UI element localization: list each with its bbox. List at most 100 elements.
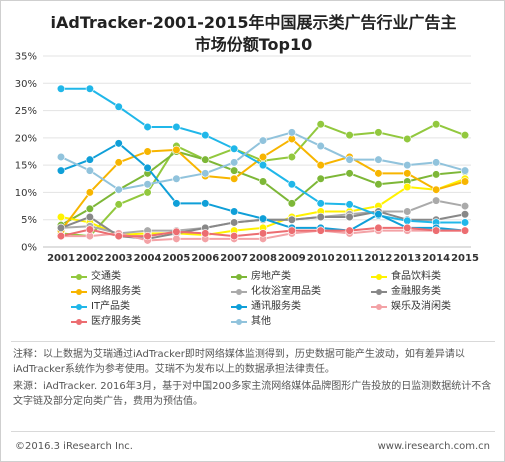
- data-point: [258, 161, 268, 170]
- data-point: [56, 84, 66, 93]
- data-point: [432, 196, 441, 205]
- data-point: [403, 216, 412, 225]
- data-point: [143, 231, 152, 241]
- x-tick-label: 2006: [191, 253, 219, 264]
- data-point: [287, 226, 296, 235]
- legend-label: 网络服务类: [91, 286, 141, 297]
- x-tick-label: 2013: [393, 253, 421, 264]
- data-point: [287, 128, 296, 137]
- legend-label: 通讯服务类: [251, 301, 301, 312]
- legend-label: 交通类: [91, 271, 121, 282]
- data-point: [374, 180, 383, 189]
- data-point: [316, 212, 325, 222]
- data-point: [230, 231, 239, 241]
- data-point: [287, 152, 296, 162]
- legend-label: 娱乐及消闲类: [391, 301, 451, 312]
- data-point: [403, 161, 412, 170]
- chart-title-line-1: iAdTracker-2001-2015年中国展示类广告行业广告主: [50, 13, 457, 32]
- data-point: [172, 174, 181, 183]
- y-tick-label: 30%: [15, 79, 37, 90]
- x-tick-label: 2014: [422, 253, 450, 264]
- x-tick-label: 2008: [249, 253, 277, 264]
- footer-copyright: ©2016.3 iResearch Inc.: [15, 441, 133, 452]
- data-point: [230, 218, 239, 227]
- data-point: [143, 147, 152, 156]
- legend-label: 其他: [251, 316, 271, 327]
- data-point: [374, 155, 383, 164]
- data-point: [143, 122, 152, 132]
- data-point: [230, 174, 239, 183]
- data-point: [56, 212, 66, 222]
- legend-swatch: [231, 288, 247, 296]
- data-point: [316, 226, 325, 235]
- data-point: [143, 188, 152, 197]
- data-point: [258, 152, 268, 162]
- data-point: [56, 166, 66, 175]
- data-point: [316, 120, 325, 129]
- y-tick-label: 35%: [15, 52, 37, 63]
- data-point: [114, 200, 123, 209]
- chart-title-line-2: 市场份额Top10: [194, 35, 313, 54]
- data-point: [403, 134, 412, 144]
- legend-label: 食品饮料类: [391, 271, 441, 282]
- data-point: [201, 199, 210, 208]
- data-point: [230, 166, 239, 175]
- data-point: [432, 120, 441, 129]
- footer-divider: [11, 431, 495, 432]
- legend-swatch: [231, 303, 247, 311]
- x-tick-label: 2003: [105, 253, 133, 264]
- data-point: [374, 169, 383, 178]
- data-point: [172, 234, 181, 243]
- data-point: [460, 177, 470, 186]
- data-point: [287, 180, 296, 189]
- data-point: [403, 169, 412, 178]
- data-point: [432, 170, 441, 179]
- legend-label: 金融服务类: [391, 286, 441, 297]
- data-point: [85, 204, 94, 213]
- data-point: [287, 215, 296, 224]
- data-point: [85, 155, 94, 164]
- data-point: [230, 144, 239, 153]
- data-point: [374, 128, 383, 137]
- data-point: [143, 180, 152, 189]
- data-point: [201, 169, 210, 178]
- data-point: [460, 131, 470, 140]
- data-point: [56, 223, 66, 232]
- data-point: [114, 102, 123, 111]
- x-tick-label: 2002: [76, 253, 104, 264]
- data-point: [258, 214, 268, 223]
- data-point: [172, 145, 181, 154]
- data-point: [432, 226, 441, 235]
- data-point: [172, 227, 181, 236]
- line-chart: 0%5%10%15%20%25%30%35%2001 2002 2003 2004 20…: [15, 52, 479, 265]
- legend-label: 房地产类: [251, 271, 291, 282]
- data-point: [345, 226, 354, 235]
- data-point: [374, 210, 383, 219]
- data-point: [172, 199, 181, 208]
- legend-label: IT产品类: [91, 301, 131, 312]
- data-point: [143, 163, 152, 172]
- data-point: [201, 131, 210, 140]
- data-point: [460, 201, 470, 211]
- data-point: [345, 155, 354, 164]
- data-point: [114, 185, 123, 194]
- data-point: [374, 223, 383, 232]
- legend-label: 化妆浴室用品类: [251, 286, 321, 297]
- legend-swatch: [71, 303, 87, 311]
- data-point: [287, 199, 296, 208]
- data-point: [85, 188, 94, 197]
- data-point: [432, 185, 441, 194]
- legend-swatch: [231, 273, 247, 281]
- data-point: [85, 84, 94, 93]
- data-point: [230, 158, 239, 167]
- legend-swatch: [371, 288, 387, 296]
- data-point: [460, 218, 470, 227]
- data-point: [403, 223, 412, 232]
- data-point: [201, 155, 210, 164]
- data-point: [460, 210, 470, 219]
- data-point: [114, 231, 123, 241]
- x-tick-label: 2005: [163, 253, 191, 264]
- data-point: [460, 226, 470, 235]
- data-point: [403, 182, 412, 192]
